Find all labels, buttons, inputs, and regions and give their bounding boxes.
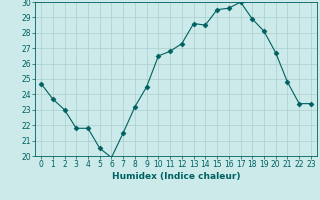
X-axis label: Humidex (Indice chaleur): Humidex (Indice chaleur): [112, 172, 240, 181]
